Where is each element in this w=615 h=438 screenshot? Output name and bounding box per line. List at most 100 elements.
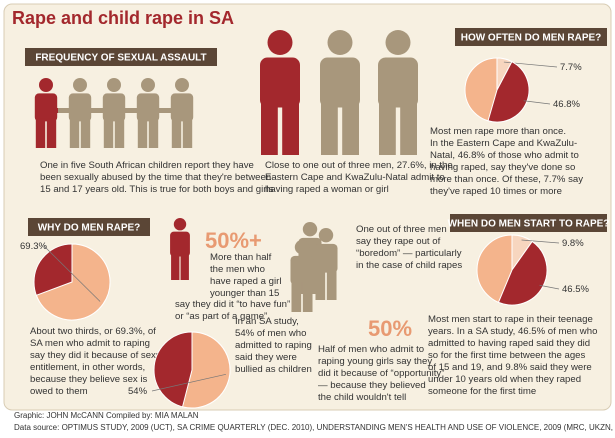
leg [379,102,396,155]
leg [180,253,189,280]
body-text: One in five South African children repor… [40,160,254,171]
torso [260,57,300,108]
leg [302,281,313,312]
body-text: admitted to having raped said they did [428,338,590,349]
head [173,218,187,231]
head [327,30,353,55]
body-text: bullied as children [235,364,312,375]
body-text: under 10 years old when they raped [428,374,581,385]
leg [182,118,193,148]
body-text: younger than 15 [210,288,279,299]
body-text: 15 and 17 years old. This is true for bo… [40,184,274,195]
body-text: Most men rape more than once. [430,126,566,137]
body-text: “boredom” — particularly [356,248,462,259]
body-text: so for the first time between the ages [428,350,586,361]
section-header: HOW OFTEN DO MEN RAPE? [461,33,602,44]
pie-slice [487,60,530,123]
section-header-bar [450,214,607,232]
body-text: or “as part of a game” [175,311,267,322]
torso [378,57,418,108]
leg [148,118,159,148]
body-text: been sexually abused by the time that th… [40,172,271,183]
body-text: in the case of child rapes [356,260,462,271]
body-text: Eastern Cape and KwaZulu-Natal admit to [265,172,445,183]
child-figure [102,78,126,148]
man-figure [260,30,300,155]
torso [34,93,58,122]
leg [137,118,148,148]
body-text: said they were [235,352,297,363]
section-header-bar [28,218,150,236]
pie-label: 46.8% [553,99,580,110]
body-text: In the Eastern Cape and KwaZulu- [430,138,577,149]
head [267,30,293,55]
torso [290,255,314,285]
leg [171,253,180,280]
head [302,222,318,237]
body-text: Most men start to rape in their teenage [428,314,593,325]
title: Rape and child rape in SA [12,8,234,28]
pie-slice [35,243,111,321]
leg [400,102,417,155]
leg [261,102,278,155]
pie-slice [497,240,548,306]
man-figure [290,240,314,312]
pie-label: 69.3% [20,241,47,252]
leg [315,269,326,300]
torso [170,93,194,122]
leg [103,118,114,148]
head [175,78,189,92]
leader-line [523,100,551,105]
head [141,78,155,92]
section-header-bar [455,28,607,46]
leader-line [521,239,560,244]
section-header-bar [25,48,217,66]
pie-label: 46.5% [562,284,589,295]
body-text: About two thirds, or 69.3%, of [30,326,156,337]
pie-label: 9.8% [562,238,584,249]
leg [35,118,46,148]
torso [170,231,190,257]
body-text: Half of men who admit to [318,344,424,355]
man-figure [320,30,360,155]
body-text: entitlement, in other words, [30,362,145,373]
body-text: raping young girls say they [318,356,432,367]
section-header: WHY DO MEN RAPE? [38,223,141,234]
body-text: the men who [210,264,265,275]
man-figure [378,30,418,155]
leg [46,118,57,148]
body-text: having raped, say they've done so [430,162,575,173]
content: FREQUENCY OF SEXUAL ASSAULT HOW OFTEN DO … [14,28,615,432]
footer-source: Data source: OPTIMUS STUDY, 2009 (UCT), … [14,423,615,432]
body-text: someone for the first time [428,386,536,397]
body-text: the child wouldn't tell [318,392,406,403]
body-text: say they did it “to have fun” [175,299,290,310]
big-stat: 50%+ [205,228,262,253]
head [39,78,53,92]
child-figure [34,78,58,148]
body-text: admitted to raping [235,340,312,351]
body-text: — because they believed [318,380,426,391]
body-text: because they believe sex is [30,374,148,385]
body-text: owed to them [30,386,88,397]
big-stat: 50% [368,316,412,341]
leg [342,102,359,155]
girl-figure [170,218,190,280]
leg [321,102,338,155]
torso [68,93,92,122]
pie-slice [181,331,231,409]
body-text: years. In a SA study, 46.5% of men who [428,326,597,337]
body-text: did it because of “opportunity” [318,368,444,379]
child-figure [170,78,194,148]
child-figure [68,78,92,148]
torso [136,93,160,122]
leader-line [539,284,560,290]
head [294,240,310,255]
footer-credit: Graphic: JOHN McCANN Compiled by: MIA MA… [14,411,199,420]
leader-line [43,245,101,302]
leader-line [151,373,227,392]
child-figure [136,78,160,148]
body-text: More than half [210,252,272,263]
leg [171,118,182,148]
